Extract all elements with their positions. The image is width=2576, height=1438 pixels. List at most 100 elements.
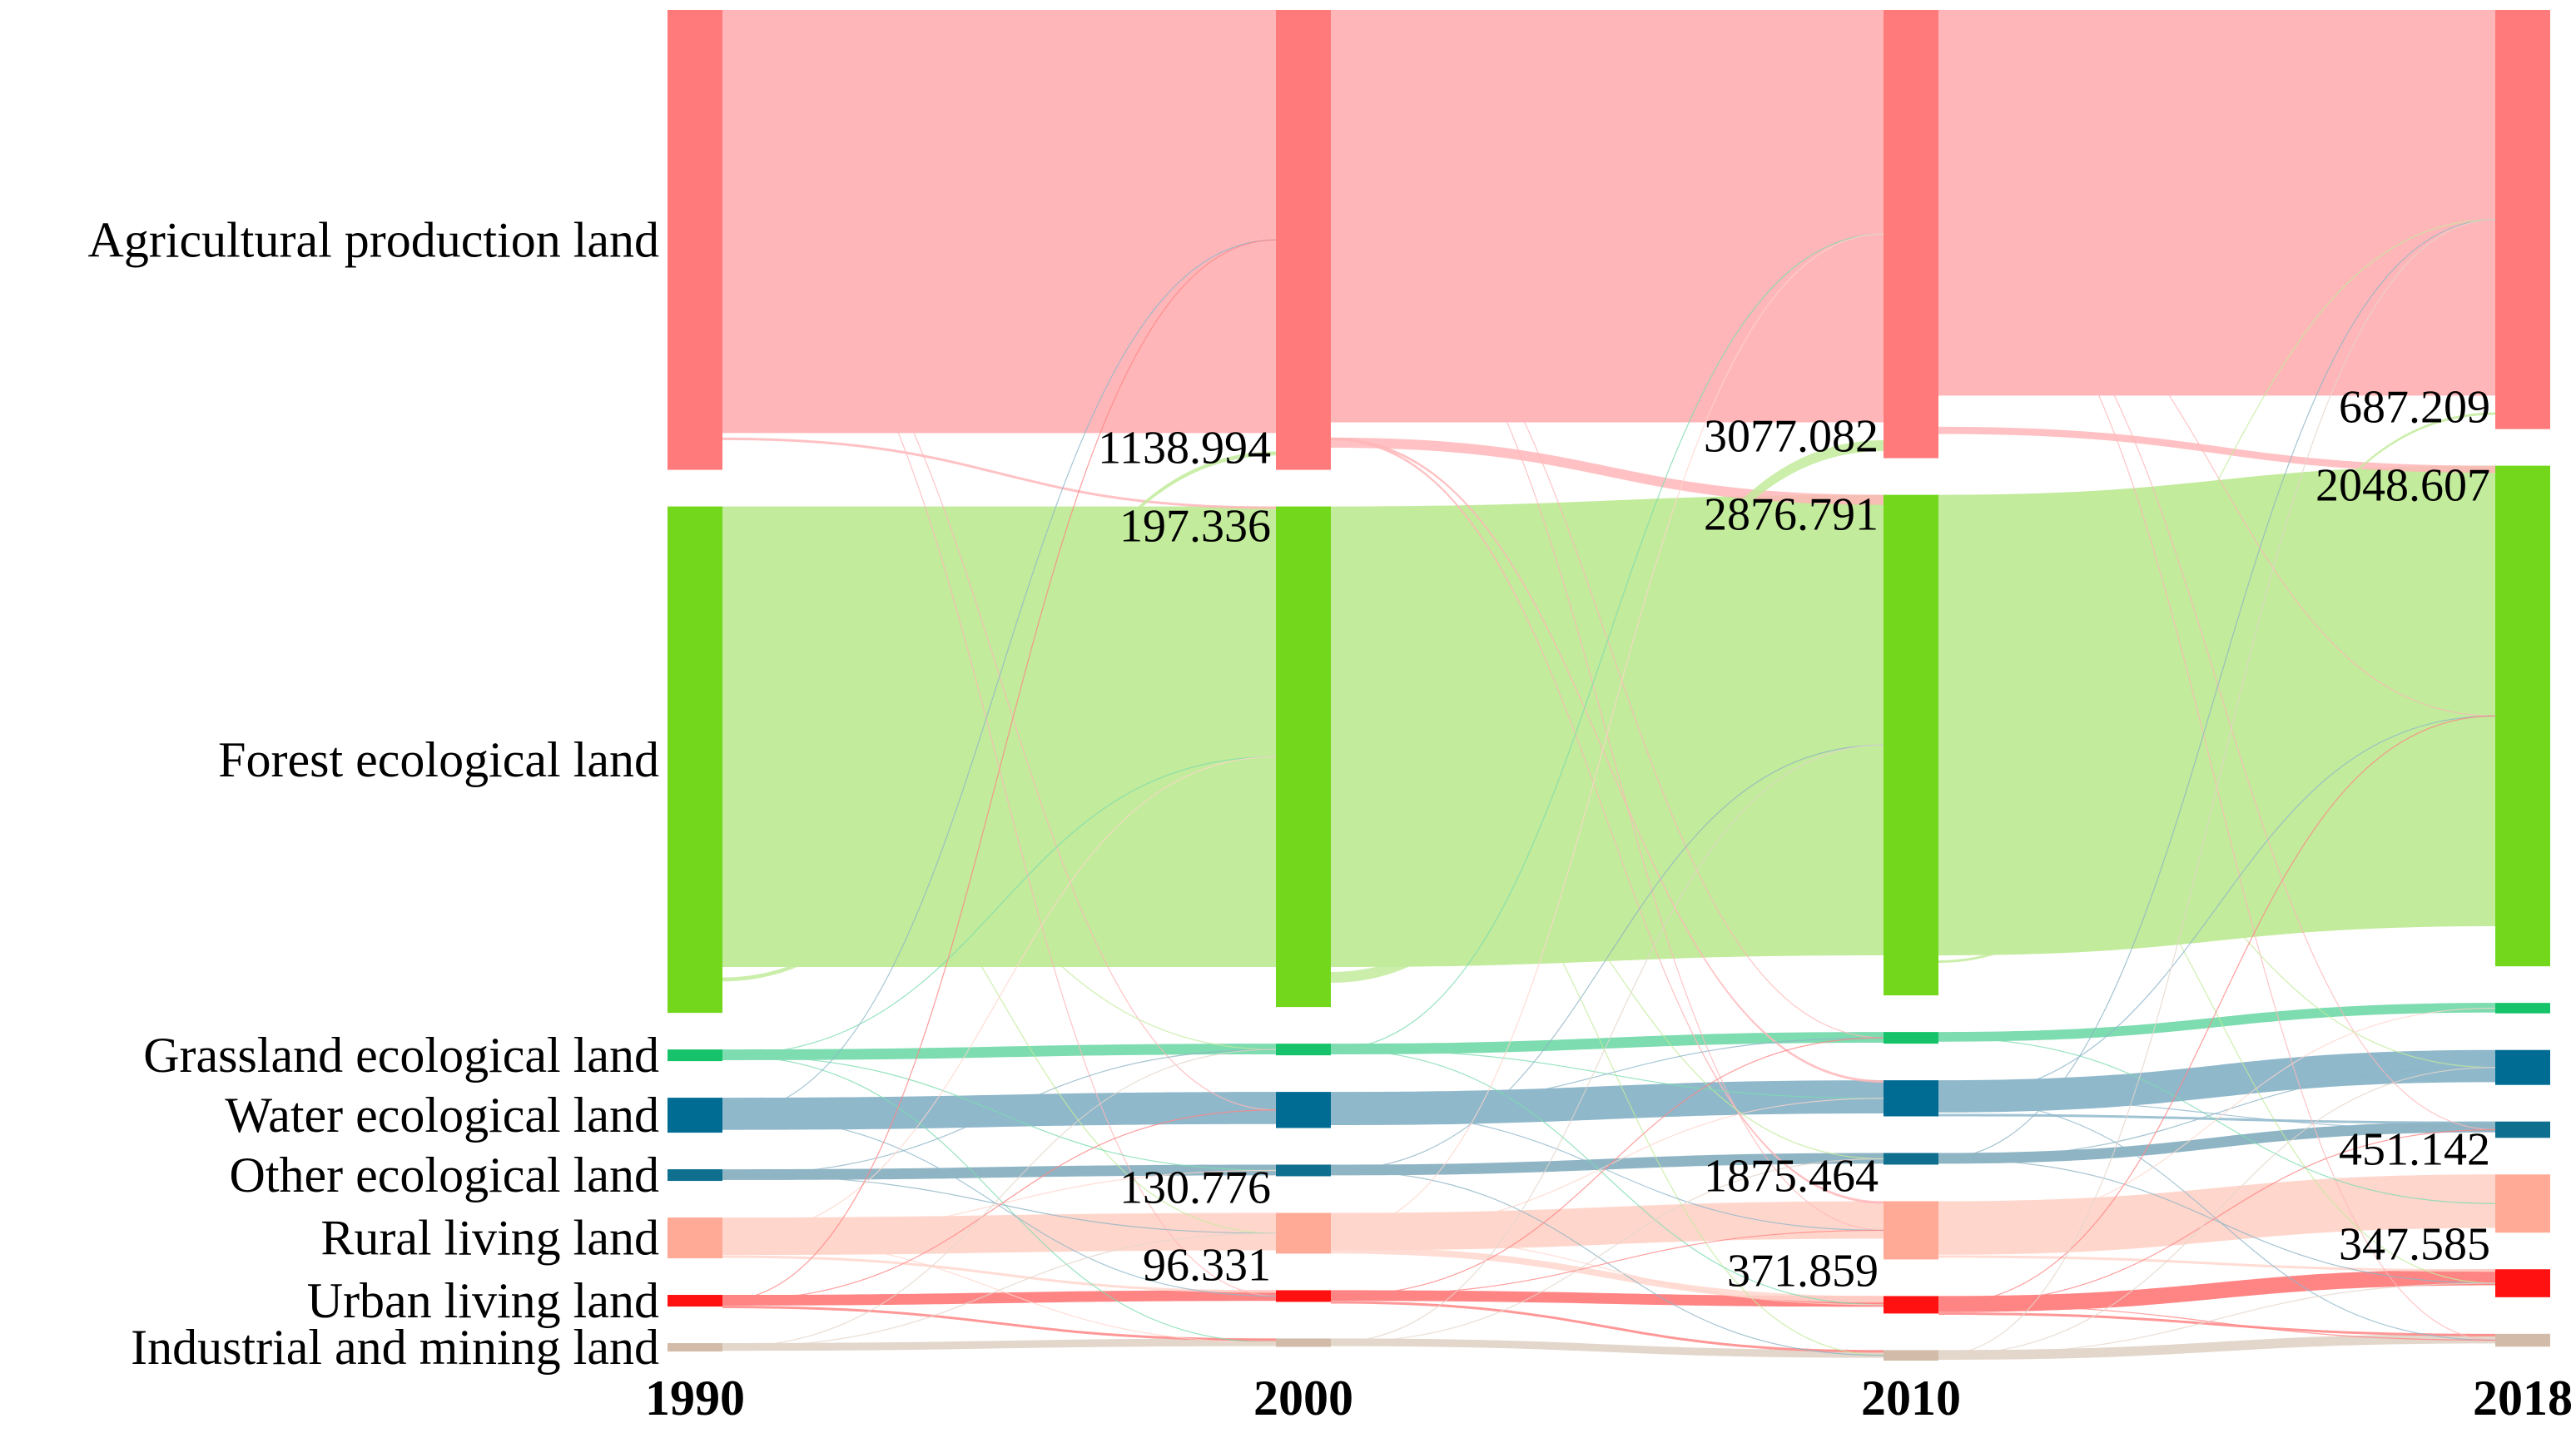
- flow-agricultural-production-land-to-forest-ecological-land-2000: [1331, 437, 1884, 505]
- category-label-forest-ecological-land: Forest ecological land: [218, 732, 659, 787]
- flow-other-ecological-land-1990-2000: [722, 1164, 1276, 1180]
- minor-flow-rural-living-land-to-urban-living-land-2000: [1330, 1232, 1884, 1306]
- minor-flow-water-ecological-land-to-agricultural-production-land-1990: [722, 239, 1277, 1116]
- minor-flow-other-ecological-land-to-urban-living-land-2010: [1938, 1158, 2496, 1284]
- year-label-2000: 2000: [1253, 1371, 1353, 1426]
- minor-flow-industrial-and-mining-land-to-forest-ecological-land-2000: [1330, 744, 1884, 1344]
- flow-rural-living-land-to-urban-living-land-2010: [1938, 1255, 2495, 1272]
- minor-flow-water-ecological-land-to-rural-living-land-2000: [1330, 1109, 1884, 1232]
- minor-flow-urban-living-land-to-water-ecological-land-1990: [722, 1109, 1277, 1302]
- flow-industrial-and-mining-land-2000-2010: [1331, 1338, 1884, 1358]
- flow-forest-ecological-land-to-agricultural-production-land-1990: [722, 451, 1276, 982]
- minor-flow-agricultural-production-land-to-other-ecological-land-2010: [1938, 233, 2496, 1131]
- flow-other-ecological-land-2000-2010: [1331, 1153, 1884, 1176]
- nodes: [668, 10, 2550, 1361]
- node-forest-ecological-land-2010: [1884, 494, 1938, 996]
- node-agricultural-production-land-2010: [1884, 10, 1938, 459]
- flow-water-ecological-land-2010-2018: [1938, 1049, 2495, 1113]
- year-label-1990: 1990: [645, 1371, 745, 1426]
- minor-flow-agricultural-production-land-to-water-ecological-land-1990: [722, 239, 1277, 1111]
- node-industrial-and-mining-land-2018: [2495, 1333, 2550, 1347]
- node-forest-ecological-land-2000: [1276, 506, 1331, 1008]
- node-water-ecological-land-2018: [2495, 1049, 2550, 1085]
- minor-flow-agricultural-production-land-to-grassland-ecological-land-2000: [1330, 239, 1884, 1039]
- minor-flow-water-ecological-land-to-other-ecological-land-2010: [1938, 1098, 2496, 1131]
- flow-agricultural-production-land-to-forest-ecological-land-2010: [1938, 426, 2495, 474]
- category-label-grassland-ecological-land: Grassland ecological land: [143, 1028, 659, 1083]
- minor-flow-grassland-ecological-land-to-urban-living-land-2000: [1330, 1049, 1884, 1306]
- flow-forest-ecological-land-2010-2018: [1938, 465, 2495, 956]
- node-agricultural-production-land-2000: [1276, 10, 1331, 470]
- flow-forest-ecological-land-2000-2010: [1331, 494, 1884, 967]
- minor-flow-urban-living-land-to-forest-ecological-land-2010: [1938, 715, 2496, 1306]
- node-rural-living-land-2018: [2495, 1174, 2550, 1233]
- minor-flow-industrial-and-mining-land-to-grassland-ecological-land-1990: [722, 1049, 1277, 1348]
- value-label-2010-451-142: 451.142: [2339, 1123, 2490, 1175]
- flow-urban-living-land-2010-2018: [1938, 1269, 2495, 1312]
- flow-agricultural-production-land-to-forest-ecological-land-1990: [722, 437, 1276, 509]
- minor-flow-water-ecological-land-to-industrial-and-mining-land-2010: [1938, 1098, 2496, 1341]
- value-label-1990-1138-994: 1138.994: [1098, 423, 1271, 474]
- minor-flow-industrial-and-mining-land-to-other-ecological-land-2000: [1330, 1158, 1884, 1344]
- minor-flow-forest-ecological-land-to-grassland-ecological-land-1990: [722, 759, 1277, 1050]
- minor-flow-industrial-and-mining-land-to-water-ecological-land-2010: [1938, 1067, 2496, 1356]
- flow-rural-living-land-to-urban-living-land-1990: [722, 1255, 1276, 1293]
- category-label-industrial-and-mining-land: Industrial and mining land: [131, 1320, 659, 1375]
- minor-flow-rural-living-land-to-other-ecological-land-1990: [722, 1169, 1277, 1239]
- node-agricultural-production-land-1990: [668, 10, 722, 470]
- minor-flow-rural-living-land-to-forest-ecological-land-1990: [722, 756, 1277, 1239]
- flow-water-ecological-land-2000-2010: [1331, 1080, 1884, 1126]
- node-industrial-and-mining-land-2000: [1276, 1338, 1331, 1347]
- minor-flow-urban-living-land-to-industrial-and-mining-land-2010: [1938, 1304, 2496, 1341]
- minor-flow-urban-living-land-to-agricultural-production-land-1990: [722, 239, 1277, 1302]
- node-forest-ecological-land-2018: [2495, 465, 2550, 967]
- minor-flow-industrial-and-mining-land-to-rural-living-land-1990: [722, 1232, 1277, 1348]
- minor-flow-other-ecological-land-to-agricultural-production-land-2010: [1938, 219, 2496, 1160]
- node-urban-living-land-2018: [2495, 1269, 2550, 1297]
- value-label-2000-371-859: 371.859: [1727, 1245, 1879, 1297]
- node-agricultural-production-land-2018: [2495, 10, 2550, 429]
- flow-urban-living-land-2000-2010: [1331, 1290, 1884, 1307]
- flow-industrial-and-mining-land-1990-2000: [722, 1338, 1276, 1351]
- flow-grassland-ecological-land-1990-2000: [722, 1044, 1276, 1060]
- node-grassland-ecological-land-2018: [2495, 1003, 2550, 1014]
- minor-flow-urban-living-land-to-rural-living-land-2000: [1330, 1229, 1884, 1297]
- minor-flow-other-ecological-land-to-grassland-ecological-land-1990: [722, 1049, 1277, 1176]
- minor-flow-forest-ecological-land-to-urban-living-land-2010: [1938, 744, 2496, 1284]
- minor-flow-industrial-and-mining-land-to-agricultural-production-land-2010: [1938, 219, 2496, 1356]
- node-other-ecological-land-2000: [1276, 1164, 1331, 1177]
- category-label-rural-living-land: Rural living land: [320, 1211, 659, 1266]
- node-water-ecological-land-2010: [1884, 1080, 1938, 1117]
- node-rural-living-land-1990: [668, 1217, 722, 1259]
- flow-forest-ecological-land-to-agricultural-production-land-2000: [1331, 440, 1884, 983]
- flow-water-ecological-land-1990-2000: [722, 1092, 1276, 1130]
- value-label-2010-687-209: 687.209: [2339, 382, 2490, 434]
- minor-flow-forest-ecological-land-to-water-ecological-land-2010: [1938, 744, 2496, 1069]
- minor-flow-urban-living-land-to-grassland-ecological-land-2000: [1330, 1037, 1884, 1297]
- node-urban-living-land-2010: [1884, 1296, 1938, 1314]
- node-grassland-ecological-land-2000: [1276, 1044, 1331, 1056]
- flow-rural-living-land-to-urban-living-land-2000: [1331, 1247, 1884, 1303]
- value-label-2010-347-585: 347.585: [2339, 1218, 2490, 1270]
- flow-links: [722, 10, 2496, 1360]
- minor-flow-rural-living-land-to-water-ecological-land-2000: [1330, 1098, 1884, 1234]
- category-label-water-ecological-land: Water ecological land: [225, 1088, 659, 1143]
- minor-flow-grassland-ecological-land-to-rural-living-land-2010: [1938, 1037, 2496, 1204]
- node-water-ecological-land-1990: [668, 1098, 722, 1133]
- node-grassland-ecological-land-1990: [668, 1049, 722, 1062]
- node-urban-living-land-1990: [668, 1295, 722, 1307]
- flow-rural-living-land-1990-2000: [722, 1212, 1276, 1256]
- minor-flow-rural-living-land-to-agricultural-production-land-2000: [1330, 233, 1884, 1234]
- flow-industrial-and-mining-land-2010-2018: [1938, 1333, 2495, 1360]
- value-label-1990-197-336: 197.336: [1119, 501, 1271, 553]
- value-label-1990-96-331: 96.331: [1143, 1239, 1271, 1291]
- minor-flow-urban-living-land-to-other-ecological-land-2010: [1938, 1128, 2496, 1306]
- node-urban-living-land-2000: [1276, 1290, 1331, 1302]
- value-label-2000-2876-791: 2876.791: [1704, 489, 1879, 541]
- category-label-urban-living-land: Urban living land: [307, 1273, 659, 1328]
- value-label-2000-3077-082: 3077.082: [1704, 411, 1879, 463]
- flow-agricultural-production-land-1990-2000: [722, 10, 1276, 434]
- flow-urban-living-land-to-industrial-and-mining-land-2010: [1938, 1312, 2495, 1336]
- node-other-ecological-land-2010: [1884, 1153, 1938, 1165]
- node-other-ecological-land-2018: [2495, 1121, 2550, 1138]
